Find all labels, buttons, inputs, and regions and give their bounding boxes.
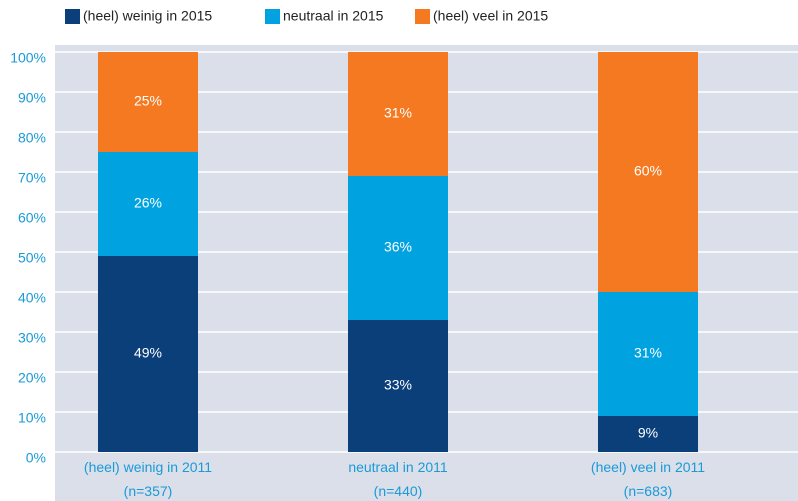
legend-label: (heel) veel in 2015 bbox=[433, 8, 548, 24]
value-label: 25% bbox=[134, 93, 162, 109]
y-tick-label: 20% bbox=[18, 370, 46, 386]
value-label: 31% bbox=[634, 345, 662, 361]
value-label: 33% bbox=[384, 377, 412, 393]
bar-segment bbox=[98, 152, 198, 256]
legend-label: neutraal in 2015 bbox=[283, 8, 384, 24]
y-tick-label: 70% bbox=[18, 170, 46, 186]
y-tick-label: 80% bbox=[18, 130, 46, 146]
y-tick-label: 90% bbox=[18, 90, 46, 106]
bar-segment bbox=[98, 256, 198, 452]
x-tick-label: (heel) weinig in 2011 (n=357) bbox=[83, 459, 213, 499]
y-tick-label: 40% bbox=[18, 290, 46, 306]
value-label: 36% bbox=[384, 239, 412, 255]
bar-segment bbox=[598, 416, 698, 452]
legend-swatch bbox=[65, 9, 80, 24]
legend-swatch bbox=[265, 9, 280, 24]
value-label: 9% bbox=[638, 425, 658, 441]
bar-segment bbox=[348, 320, 448, 452]
x-tick-label: neutraal in 2011 (n=440) bbox=[348, 459, 448, 499]
y-tick-label: 60% bbox=[18, 210, 46, 226]
legend-label: (heel) weinig in 2015 bbox=[83, 8, 212, 24]
value-label: 26% bbox=[134, 195, 162, 211]
bar-segment bbox=[348, 176, 448, 320]
y-tick-label: 10% bbox=[18, 410, 46, 426]
value-label: 31% bbox=[384, 105, 412, 121]
value-label: 60% bbox=[634, 163, 662, 179]
y-tick-label: 100% bbox=[10, 50, 46, 66]
bar-segment bbox=[348, 52, 448, 176]
y-tick-label: 50% bbox=[18, 250, 46, 266]
y-tick-label: 30% bbox=[18, 330, 46, 346]
bar-segment bbox=[98, 52, 198, 152]
value-label: 49% bbox=[134, 345, 162, 361]
y-tick-label: 0% bbox=[26, 450, 46, 466]
bar-segment bbox=[598, 292, 698, 416]
x-tick-label: (heel) veel in 2011 (n=683) bbox=[590, 459, 706, 499]
bar-segment bbox=[598, 52, 698, 292]
legend-swatch bbox=[415, 9, 430, 24]
